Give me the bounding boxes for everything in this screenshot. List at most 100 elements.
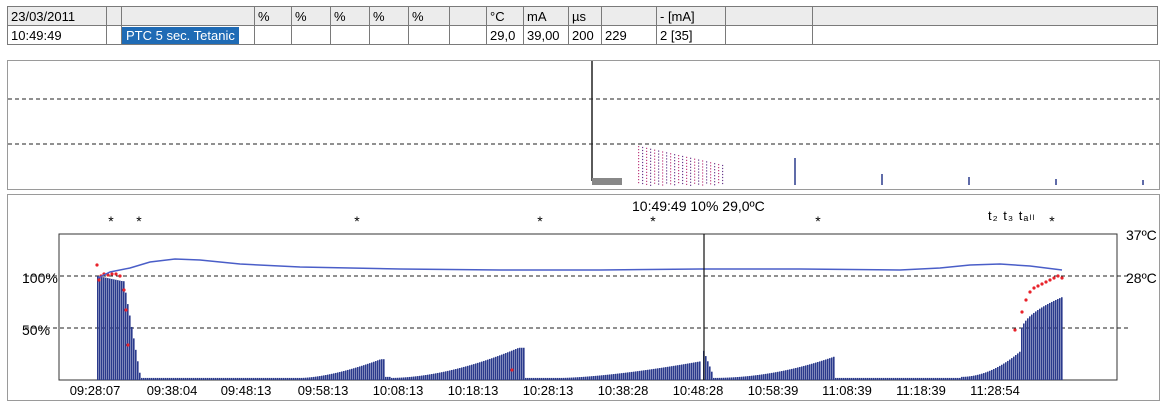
bar — [183, 377, 185, 380]
bar — [1021, 327, 1023, 380]
bar — [917, 377, 919, 380]
bar — [957, 377, 959, 380]
bar — [579, 377, 581, 380]
tetanic-pulse-dot — [678, 155, 680, 157]
bar — [799, 366, 801, 380]
value-cell — [369, 25, 409, 45]
tetanic-pulse-dot — [722, 176, 724, 179]
tetanic-pulse-dot — [714, 181, 716, 183]
tetanic-pulse-dot — [690, 181, 692, 183]
bar — [247, 377, 249, 380]
x-tick-label: 10:18:13 — [447, 383, 499, 398]
bar — [139, 372, 141, 380]
tetanic-pulse-dot — [650, 151, 652, 153]
pulse-width-value: 200 — [568, 25, 602, 45]
bar — [355, 367, 357, 380]
tetanic-pulse-dot — [666, 176, 668, 178]
marker-point — [126, 343, 130, 347]
tetanic-pulse-dot — [686, 171, 688, 173]
bar — [157, 377, 159, 380]
detail-trace-panel[interactable] — [7, 60, 1160, 190]
bar — [201, 377, 203, 380]
tetanic-pulse-dot — [666, 158, 668, 160]
tetanic-pulse-dot — [710, 171, 712, 173]
bar — [963, 376, 965, 380]
function-buttons[interactable]: t₂ t₃ tₐₗₗ — [988, 208, 1036, 223]
bar — [843, 377, 845, 380]
bar — [907, 377, 909, 380]
header-cell — [601, 6, 657, 26]
bar — [835, 377, 837, 380]
bar — [1049, 302, 1051, 380]
tetanic-pulse-dot — [690, 184, 692, 186]
bar — [645, 370, 647, 380]
tetanic-pulse-dot — [686, 165, 688, 167]
bar — [571, 377, 573, 380]
tetanic-pulse-dot — [686, 168, 688, 170]
bar — [227, 377, 229, 380]
bar — [305, 377, 307, 380]
bar — [177, 377, 179, 380]
bar — [869, 377, 871, 380]
bar — [411, 376, 413, 380]
bar — [483, 360, 485, 380]
bar — [971, 376, 973, 380]
marker-point — [118, 274, 122, 278]
bar — [951, 377, 953, 380]
bar — [651, 369, 653, 380]
event-marker-icon[interactable]: * — [650, 213, 656, 229]
bar — [675, 365, 677, 380]
tetanic-pulse-dot — [646, 153, 648, 155]
marker-point — [124, 308, 128, 312]
bar — [315, 376, 317, 380]
bar — [741, 376, 743, 380]
tetanic-pulse-dot — [690, 166, 692, 168]
tetanic-pulse-dot — [654, 161, 656, 163]
tetanic-pulse-dot — [638, 176, 640, 178]
bar — [443, 371, 445, 380]
tetanic-pulse-dot — [710, 168, 712, 170]
marker-point — [1044, 280, 1048, 284]
bar — [385, 376, 387, 380]
bar — [125, 292, 127, 380]
tetanic-pulse-dot — [638, 155, 640, 157]
bar — [671, 366, 673, 380]
event-marker-icon[interactable]: * — [108, 213, 114, 229]
bar — [893, 377, 895, 380]
bar — [389, 376, 391, 380]
selected-event-cell[interactable]: PTC 5 sec. Tetanic — [121, 25, 255, 45]
bar — [105, 277, 107, 380]
x-tick-label: 09:48:13 — [220, 383, 272, 398]
selected-event-label[interactable]: PTC 5 sec. Tetanic — [122, 26, 239, 44]
value-cell — [254, 25, 292, 45]
event-marker-icon[interactable]: * — [815, 213, 821, 229]
bar — [373, 361, 375, 380]
event-marker-icon[interactable]: * — [354, 213, 360, 229]
tetanic-pulse-dot — [682, 182, 684, 185]
y-label-100: 100% — [22, 270, 58, 286]
bar — [841, 377, 843, 380]
bar — [467, 365, 469, 380]
tetanic-pulse-dot — [674, 169, 676, 171]
bar — [349, 369, 351, 380]
bar — [573, 377, 575, 380]
bar — [697, 361, 699, 380]
bar — [865, 377, 867, 380]
bar — [347, 369, 349, 380]
bar — [1039, 308, 1041, 380]
marker-point — [1020, 310, 1024, 314]
event-marker-icon[interactable]: * — [136, 213, 142, 229]
tetanic-pulse-dot — [658, 162, 660, 164]
bar — [519, 347, 521, 380]
tetanic-pulse-dot — [666, 179, 668, 181]
tetanic-pulse-dot — [702, 163, 704, 165]
tetanic-pulse-dot — [658, 177, 660, 179]
bar — [935, 377, 937, 380]
tetanic-pulse-dot — [654, 182, 656, 184]
tetanic-pulse-dot — [674, 163, 676, 165]
event-marker-icon[interactable]: * — [537, 213, 543, 229]
tetanic-pulse-dot — [678, 161, 680, 163]
bar — [815, 362, 817, 380]
event-marker-icon[interactable]: * — [1049, 213, 1055, 229]
